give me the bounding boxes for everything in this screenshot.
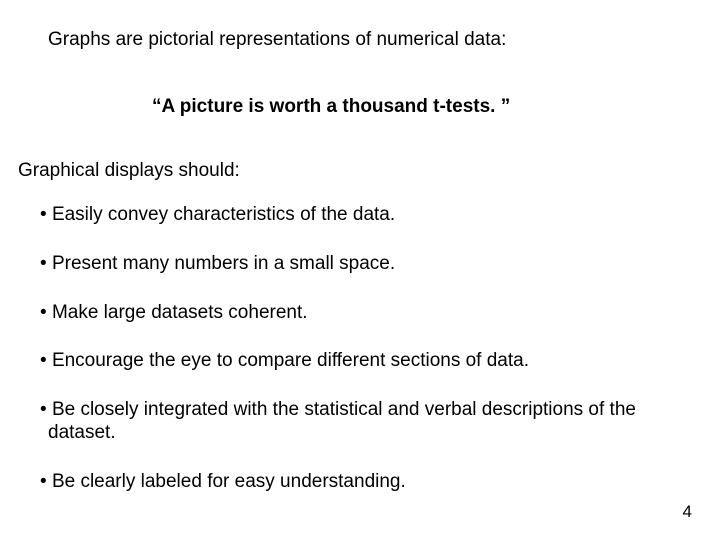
list-item: Easily convey characteristics of the dat… (40, 204, 680, 227)
slide: Graphs are pictorial representations of … (0, 0, 720, 540)
list-item: Make large datasets coherent. (40, 302, 680, 325)
list-item: Be closely integrated with the statistic… (40, 399, 680, 445)
list-item: Encourage the eye to compare different s… (40, 350, 680, 373)
should-heading: Graphical displays should: (18, 160, 240, 182)
list-item: Be clearly labeled for easy understandin… (40, 471, 680, 494)
quote-text: “A picture is worth a thousand t-tests. … (152, 96, 510, 118)
bullet-list: Easily convey characteristics of the dat… (40, 204, 680, 494)
page-number: 4 (683, 502, 692, 522)
list-item: Present many numbers in a small space. (40, 253, 680, 276)
intro-text: Graphs are pictorial representations of … (48, 28, 506, 52)
